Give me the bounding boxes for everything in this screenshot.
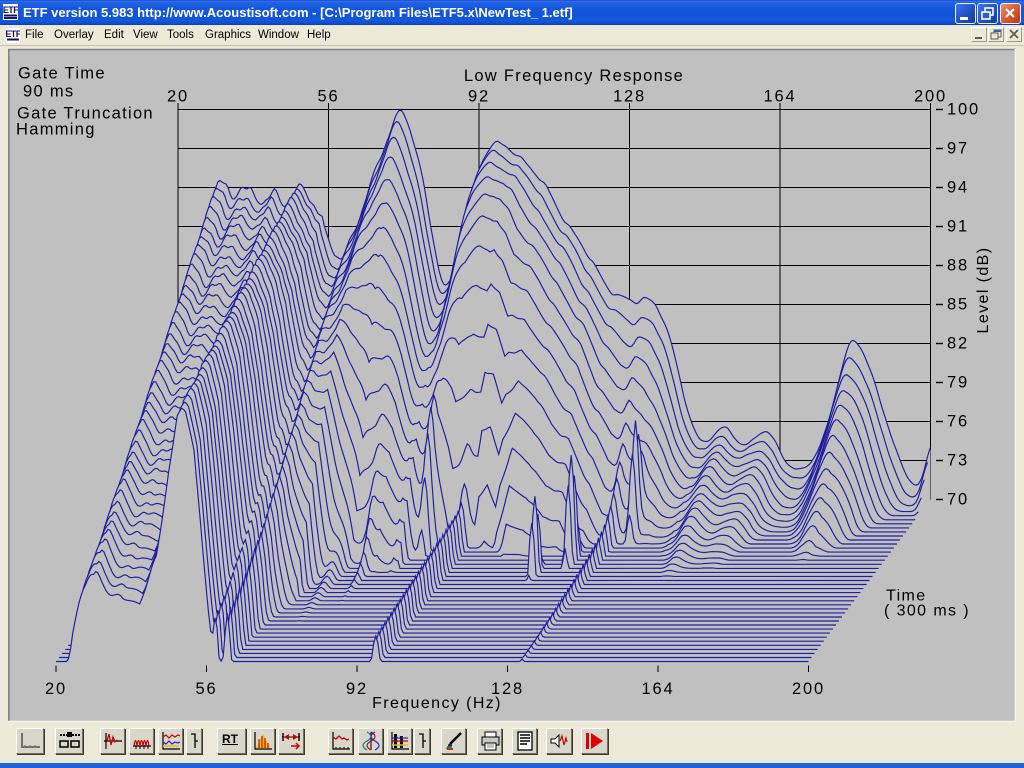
svg-text:Frequency (Hz): Frequency (Hz) [372,695,502,712]
svg-text:90 ms: 90 ms [23,83,74,101]
svg-text:( 300 ms ): ( 300 ms ) [884,603,970,620]
svg-text:Level (dB): Level (dB) [975,247,992,334]
svg-text:91: 91 [947,218,969,236]
svg-text:20: 20 [45,680,67,698]
svg-text:79: 79 [947,374,969,392]
svg-text:73: 73 [947,452,969,470]
svg-text:92: 92 [346,680,368,698]
svg-text:Time: Time [886,588,927,605]
svg-text:128: 128 [613,88,646,106]
svg-text:82: 82 [947,335,969,353]
svg-text:164: 164 [764,88,797,106]
svg-text:76: 76 [947,413,969,431]
svg-text:94: 94 [947,179,969,197]
svg-text:128: 128 [491,680,524,698]
svg-text:Low Frequency Response: Low Frequency Response [464,67,684,85]
svg-text:85: 85 [947,296,969,314]
svg-text:20: 20 [167,88,189,106]
svg-text:Hamming: Hamming [16,121,96,139]
svg-text:200: 200 [792,680,825,698]
svg-text:200: 200 [914,88,947,106]
svg-text:56: 56 [318,88,340,106]
svg-text:56: 56 [196,680,218,698]
svg-text:ETF: ETF [6,29,20,39]
svg-text:164: 164 [642,680,675,698]
svg-text:ETF: ETF [3,5,18,15]
svg-text:Gate Time: Gate Time [18,65,106,83]
svg-text:92: 92 [468,88,490,106]
svg-text:88: 88 [947,257,969,275]
svg-text:97: 97 [947,140,969,158]
svg-text:Gate Truncation: Gate Truncation [17,105,154,123]
svg-text:70: 70 [947,491,969,509]
svg-text:100: 100 [947,101,980,119]
